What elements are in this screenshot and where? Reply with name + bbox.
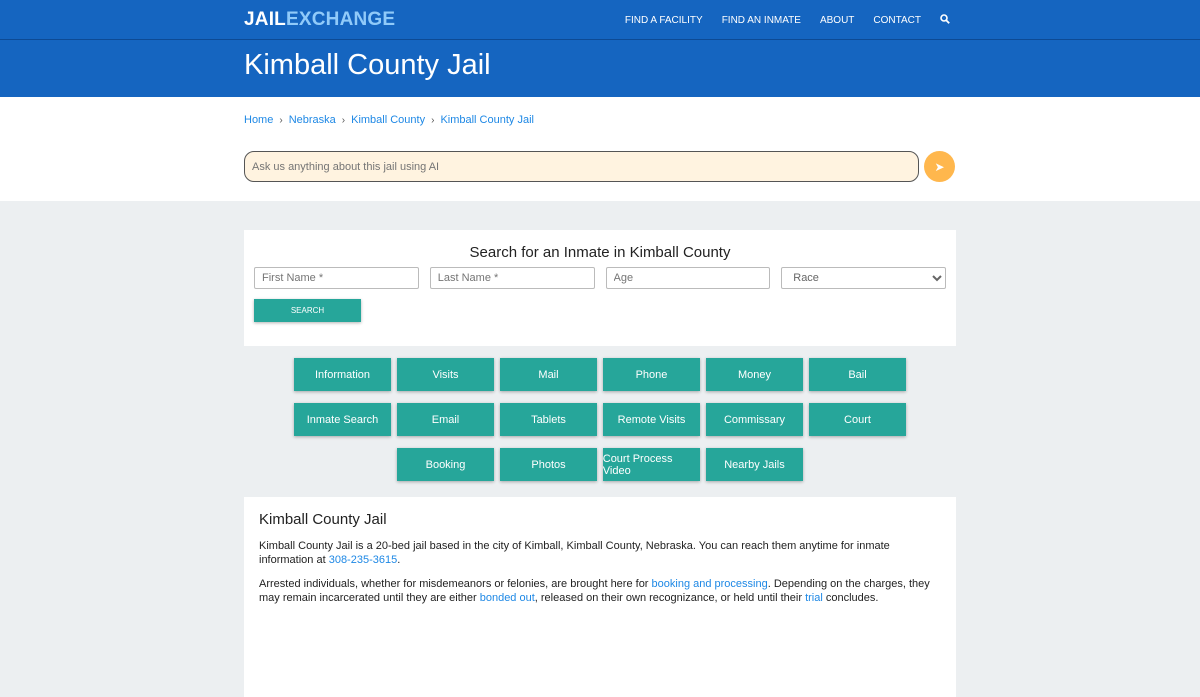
booking-link[interactable]: booking and processing [651,578,768,590]
nav-button-tablets[interactable]: Tablets [499,403,598,436]
nav-button-bail[interactable]: Bail [808,358,907,391]
chevron-right-icon: › [431,114,435,126]
bond-link[interactable]: bonded out [479,592,535,604]
breadcrumb-county[interactable]: Kimball County [351,114,426,126]
chevron-right-icon: › [341,114,346,126]
nav-button-information[interactable]: Information [293,358,392,391]
info-title: Kimball County Jail [259,511,387,528]
trial-link[interactable]: trial [805,592,823,604]
info-paragraph: Arrested individuals, whether for misdem… [259,578,930,604]
nav-about[interactable]: ABOUT [819,14,855,26]
nav-find-facility[interactable]: FIND A FACILITY [624,14,703,26]
nav-button-nearby-jails[interactable]: Nearby Jails [705,448,804,481]
search-icon[interactable] [940,13,950,27]
breadcrumb: Home › Nebraska › Kimball County › Kimball … [244,97,956,126]
nav-button-visits[interactable]: Visits [396,358,495,391]
page-title: Kimball County Jail [244,49,491,81]
logo-text-b: EXCHANGE [285,9,396,30]
top-nav: JAILEXCHANGE FIND A FACILITY FIND AN INM… [0,0,1200,40]
nav-button-booking[interactable]: Booking [396,448,495,481]
breadcrumb-home[interactable]: Home [244,114,274,126]
search-button[interactable]: SEARCH [254,299,361,322]
first-name-input[interactable] [254,267,419,289]
breadcrumb-state[interactable]: Nebraska [288,114,336,126]
ai-question-input[interactable] [244,151,919,182]
paper-plane-icon: ➤ [934,159,945,174]
nav-find-inmate[interactable]: FIND AN INMATE [721,14,801,26]
nav-button-email[interactable]: Email [396,403,495,436]
phone-link[interactable]: 308-235-3615 [328,554,398,566]
chevron-right-icon: › [279,114,283,126]
nav-button-inmate-search[interactable]: Inmate Search [293,403,392,436]
nav-button-phone[interactable]: Phone [602,358,701,391]
info-paragraph: Kimball County Jail is a 20-bed jail bas… [259,540,890,566]
nav-button-money[interactable]: Money [705,358,804,391]
nav-contact[interactable]: CONTACT [873,14,921,26]
nav-button-court[interactable]: Court [808,403,907,436]
nav-button-mail[interactable]: Mail [499,358,598,391]
race-select[interactable]: Race [781,267,946,289]
jail-info: Kimball County Jail Kimball County Jail … [244,497,956,697]
logo[interactable]: JAILEXCHANGE [244,9,395,31]
ai-send-button[interactable]: ➤ [924,151,955,182]
search-title: Search for an Inmate in Kimball County [469,244,731,261]
last-name-input[interactable] [429,267,595,289]
nav-button-court-process-video[interactable]: Court Process Video [602,448,701,481]
nav-button-remote-visits[interactable]: Remote Visits [602,403,701,436]
nav-button-photos[interactable]: Photos [499,448,598,481]
age-input[interactable] [605,267,771,289]
nav-button-commissary[interactable]: Commissary [705,403,804,436]
logo-text-a: JAIL [244,9,286,30]
breadcrumb-jail[interactable]: Kimball County Jail [440,114,534,126]
inmate-search-card: Search for an Inmate in Kimball County R… [244,230,956,346]
